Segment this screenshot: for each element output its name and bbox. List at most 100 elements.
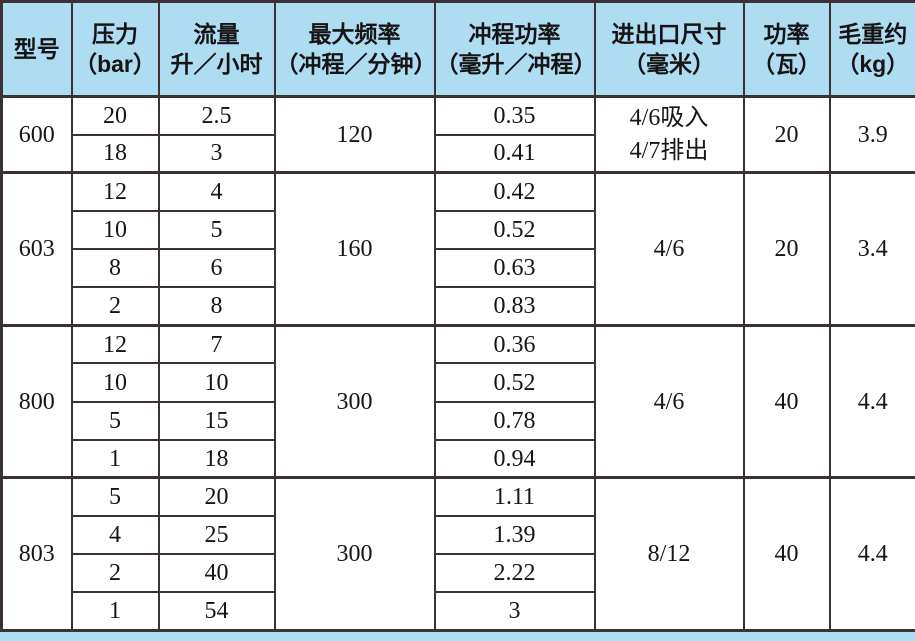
stroke-volume-cell: 0.35 [433,94,596,136]
column-header-unit: （冲程／分钟） [275,51,435,77]
pressure-cell: 2 [70,553,160,594]
port-size-cell: 4/6吸入 4/7排出 [593,94,745,174]
pressure-cell: 20 [70,94,160,136]
model-cell: 600 [0,94,73,174]
flow-cell: 10 [157,362,276,403]
column-header-label: 功率 [763,20,810,47]
flow-cell: 18 [157,438,276,479]
gross-weight-cell: 4.4 [828,476,915,632]
stroke-volume-cell: 0.36 [433,323,596,365]
stroke-volume-cell: 0.94 [433,438,596,479]
stroke-volume-cell: 3 [433,591,596,632]
stroke-volume-cell: 0.42 [433,171,596,212]
column-header-label: 毛重约 [838,20,908,47]
flow-cell: 25 [157,515,276,556]
max-frequency-cell: 300 [273,476,436,632]
model-cell: 800 [0,323,73,479]
max-frequency-cell: 120 [273,94,436,174]
table-row: 1 18 0.94 [2,438,915,479]
stroke-volume-cell: 0.52 [433,209,596,251]
max-frequency-cell: 300 [273,323,436,479]
spec-table-body: 600 20 2.5 120 0.35 4/6吸入 4/7排出 20 3.9 18 3 0.41 60… [0,94,915,632]
flow-cell: 7 [157,323,276,365]
column-header-label: 冲程功率 [468,20,561,47]
table-row: 600 20 2.5 120 0.35 4/6吸入 4/7排出 20 3.9 [0,94,915,174]
column-header-unit: （bar） [74,51,156,77]
stroke-volume-cell: 0.52 [433,362,596,403]
table-row: 2 8 0.83 [2,286,915,327]
port-size-cell: 8/12 [593,476,745,632]
pressure-cell: 10 [70,362,160,403]
power-cell: 20 [742,171,831,327]
column-header-gross-weight: 毛重约 （kg） [828,0,915,98]
flow-cell: 15 [157,400,276,441]
column-header-stroke-volume: 冲程功率 （毫升／冲程） [433,0,596,98]
pressure-cell: 12 [70,171,160,212]
column-header-label: 压力 [92,20,138,47]
gross-weight-cell: 3.9 [828,94,915,174]
power-cell: 40 [742,476,831,632]
column-header-unit: （毫升／冲程） [435,51,595,77]
stroke-volume-cell: 0.63 [433,248,596,289]
column-header-label: 流量 [193,20,240,47]
flow-cell: 3 [157,133,276,174]
column-header-unit: 升／小时 [170,51,263,77]
column-header-label: 最大频率 [308,20,401,47]
model-cell: 603 [0,171,73,327]
pressure-cell: 8 [70,248,160,289]
column-header-model: 型号 [0,0,73,98]
max-frequency-cell: 160 [273,171,436,327]
column-header-label: 型号 [13,35,60,62]
flow-cell: 4 [157,171,276,212]
flow-cell: 8 [157,286,276,327]
column-header-power: 功率 （瓦） [742,0,831,98]
port-size-cell: 4/6 [593,323,745,479]
flow-cell: 6 [157,248,276,289]
column-header-unit: （kg） [836,51,910,77]
table-row: 10 10 0.52 [2,362,915,403]
table-row: 10 5 0.52 [2,209,915,251]
column-header-label: 进出口尺寸 [611,20,727,47]
pressure-cell: 4 [70,515,160,556]
stroke-volume-cell: 1.39 [433,515,596,556]
pressure-cell: 5 [70,476,160,518]
pressure-cell: 1 [70,438,160,479]
table-row: 2 40 2.22 [2,553,915,594]
column-header-flow: 流量 升／小时 [157,0,276,98]
gross-weight-cell: 3.4 [828,171,915,327]
pressure-cell: 18 [70,133,160,174]
power-cell: 20 [742,94,831,174]
column-header-port-size: 进出口尺寸 （毫米） [593,0,745,98]
table-row: 8 6 0.63 [2,248,915,289]
column-header-pressure: 压力 （bar） [70,0,160,98]
stroke-volume-cell: 0.41 [433,133,596,174]
table-row: 803 5 20 300 1.11 8/12 40 4.4 [0,476,915,632]
flow-cell: 54 [157,591,276,632]
pressure-cell: 10 [70,209,160,251]
pressure-cell: 2 [70,286,160,327]
stroke-volume-cell: 0.83 [433,286,596,327]
table-row: 18 3 0.41 [2,133,915,174]
column-header-max-frequency: 最大频率 （冲程／分钟） [273,0,436,98]
table-row: 800 12 7 300 0.36 4/6 40 4.4 [0,323,915,479]
flow-cell: 20 [157,476,276,518]
gross-weight-cell: 4.4 [828,323,915,479]
stroke-volume-cell: 1.11 [433,476,596,518]
flow-cell: 40 [157,553,276,594]
model-cell: 803 [0,476,73,632]
flow-cell: 2.5 [157,94,276,136]
pressure-cell: 5 [70,400,160,441]
table-row: 4 25 1.39 [2,515,915,556]
column-header-unit: （毫米） [623,51,715,77]
pressure-cell: 12 [70,323,160,365]
pressure-cell: 1 [70,591,160,632]
table-row: 1 54 3 [2,591,915,632]
port-size-cell: 4/6 [593,171,745,327]
column-header-unit: （瓦） [752,51,821,77]
stroke-volume-cell: 0.78 [433,400,596,441]
table-row: 603 12 4 160 0.42 4/6 20 3.4 [0,171,915,327]
stroke-volume-cell: 2.22 [433,553,596,594]
table-row: 5 15 0.78 [2,400,915,441]
flow-cell: 5 [157,209,276,251]
